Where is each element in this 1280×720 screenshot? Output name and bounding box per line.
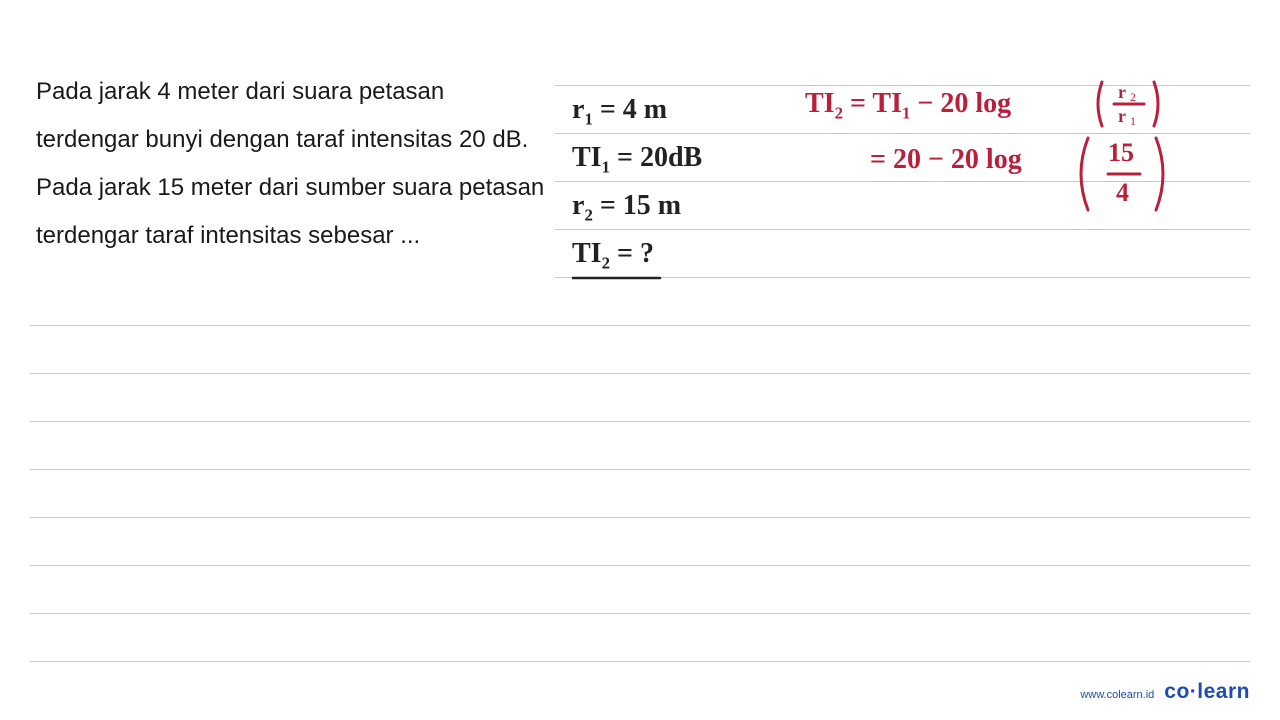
eq2-num: 15 — [1108, 138, 1134, 168]
ti1-label: TI1 = — [572, 142, 633, 173]
ti2-label: TI2 = — [572, 238, 633, 269]
question-text: Pada jarak 4 meter dari suara petasan te… — [36, 68, 546, 260]
svg-text:r: r — [1118, 106, 1126, 126]
r1-value: 4 m — [623, 94, 667, 125]
equation-line1: TI2 = TI1 − 20 log — [805, 88, 1011, 124]
given-ti1: TI1 = 20dB — [572, 142, 702, 178]
eq1-fraction: r 2 r 1 — [1092, 78, 1170, 130]
svg-text:2: 2 — [1130, 90, 1136, 104]
given-r1: r1 = 4 m — [572, 94, 667, 130]
equation-line2: = 20 − 20 log — [870, 144, 1022, 176]
given-r2: r2 = 15 m — [572, 190, 681, 226]
footer: www.colearn.id co·learn — [1080, 680, 1250, 704]
r1-label: r1 = — [572, 94, 616, 125]
ti2-underline — [572, 276, 662, 282]
eq2-den: 4 — [1116, 178, 1129, 208]
eq1-text: TI2 = TI1 − 20 log — [805, 88, 1011, 119]
r2-label: r2 = — [572, 190, 616, 221]
footer-url: www.colearn.id — [1080, 689, 1154, 701]
svg-text:r: r — [1118, 82, 1126, 102]
given-ti2: TI2 = ? — [572, 238, 654, 274]
svg-text:1: 1 — [1130, 114, 1136, 128]
eq2-text: = 20 − 20 log — [870, 144, 1022, 175]
r2-value: 15 m — [623, 190, 681, 221]
footer-logo: co·learn — [1164, 680, 1250, 704]
ti1-value: 20dB — [640, 142, 702, 173]
ti2-value: ? — [640, 238, 654, 269]
